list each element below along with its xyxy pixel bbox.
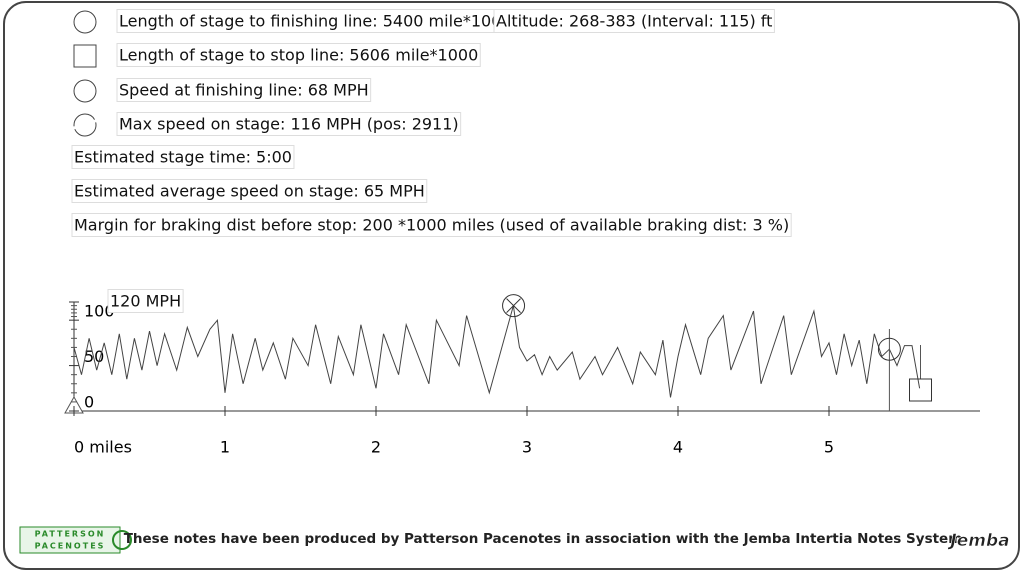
max-speed-marker [502,294,526,318]
finish-marker [877,337,901,361]
frame [3,1,1020,570]
note-text: Estimated stage time: 5:00 [74,148,292,167]
note-box [71,179,428,203]
stop-marker [909,378,933,402]
note-text: Max speed on stage: 116 MPH (pos: 2911) [119,115,459,134]
max-speed-cross [506,298,521,313]
max-speed-icon [73,113,97,137]
x-tick-label: 1 [220,438,230,457]
note-text: Length of stage to finishing line: 5400 … [119,12,512,31]
note-box [493,9,775,33]
x-tick-label: 3 [522,438,532,457]
y-tick-label: 0 [84,393,94,412]
jemba-logo: Jemba [947,531,1009,551]
stop-icon [73,44,97,68]
note-box [71,145,295,169]
logo-text: PATTERSON [35,530,106,539]
x-tick-label: 4 [673,438,683,457]
x-tick-label: 2 [371,438,381,457]
logo-box [19,526,121,554]
note-text: Estimated average speed on stage: 65 MPH [74,182,425,201]
note-text: Altitude: 268-383 (Interval: 115) ft [496,12,772,31]
x-tick-label: 5 [824,438,834,457]
note-box [116,112,462,136]
finish-icon [73,10,97,34]
note-box [116,78,372,102]
logo: PATTERSON PACENOTES [19,526,132,554]
note-box [71,213,792,237]
note-text: Speed at finishing line: 68 MPH [119,81,369,100]
note-text: 120 MPH [110,292,181,311]
note-text: Margin for braking dist before stop: 200… [74,216,789,235]
note-box [116,43,481,67]
logo-wheel [112,530,132,550]
x-tick-label: 0 miles [74,438,132,457]
footer-text: These notes have been produced by Patter… [124,531,963,547]
note-box [107,289,184,313]
speed-icon [73,79,97,103]
logo-text: PACENOTES [35,542,106,551]
y-tick-label: 100 [84,302,115,321]
note-text: Length of stage to stop line: 5606 mile*… [119,46,478,65]
